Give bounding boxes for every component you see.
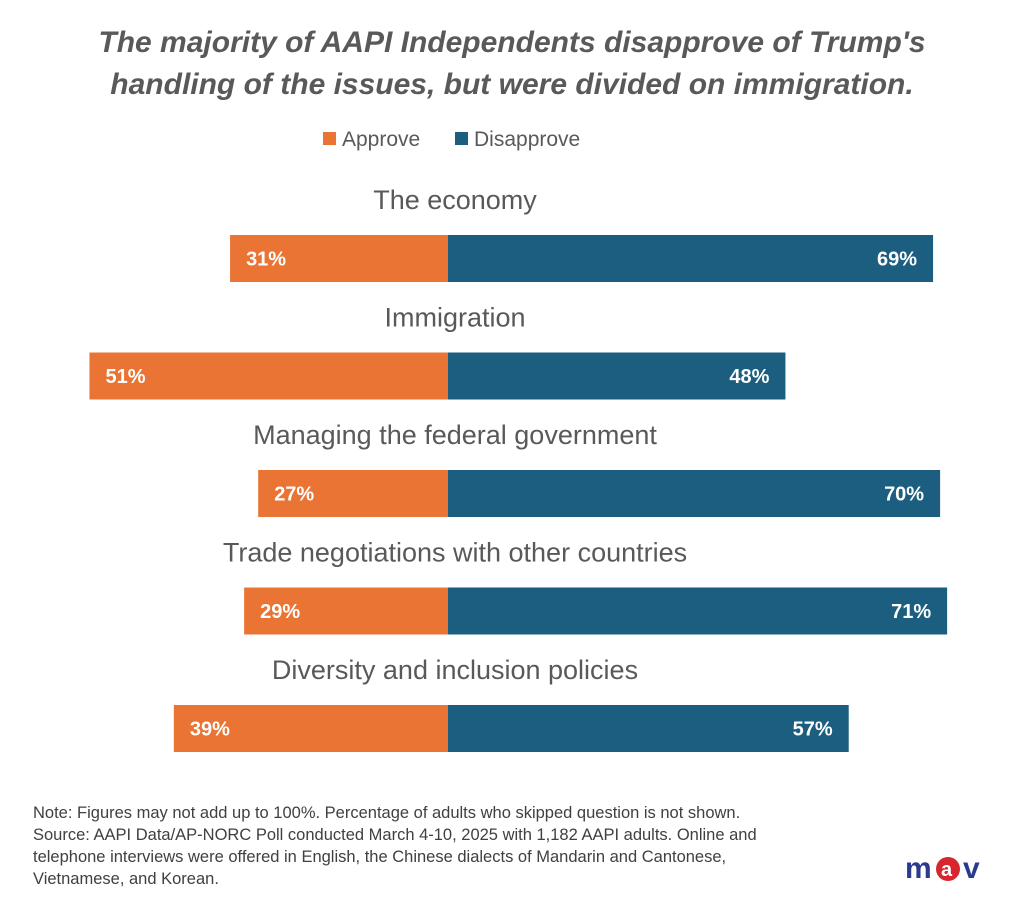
bar-approve-the-economy xyxy=(230,235,448,282)
svg-text:a: a xyxy=(941,859,953,881)
data-label-disapprove-managing-the-federal-government: 70% xyxy=(884,484,924,506)
category-label-trade-negotiations-with-other-countries: Trade negotiations with other countries xyxy=(223,538,687,568)
legend-label-disapprove: Disapprove xyxy=(474,128,581,151)
bar-approve-managing-the-federal-government xyxy=(258,470,448,517)
category-label-the-economy: The economy xyxy=(373,185,537,215)
data-label-approve-the-economy: 31% xyxy=(246,249,286,271)
diverging-bar-chart: The economy 31% 69% Immigration 51% 48% Managi… xyxy=(89,185,948,752)
footnote: Note: Figures may not add up to 100%. Pe… xyxy=(33,802,893,890)
data-label-disapprove-trade-negotiations-with-other-countries: 71% xyxy=(891,601,931,623)
chart-title-line-2: handling of the issues, but were divided… xyxy=(110,68,914,101)
category-label-immigration: Immigration xyxy=(384,303,525,333)
legend-swatch-disapprove xyxy=(455,131,468,145)
footnote-line-2: Source: AAPI Data/AP-NORC Poll conducted… xyxy=(33,826,757,844)
bar-disapprove-immigration xyxy=(448,352,786,400)
legend-label-approve: Approve xyxy=(342,128,421,151)
legend-item-disapprove: Disapprove xyxy=(455,127,580,153)
data-label-disapprove-the-economy: 69% xyxy=(877,249,917,271)
data-label-approve-trade-negotiations-with-other-countries: 29% xyxy=(260,601,300,623)
footnote-line-1: Note: Figures may not add up to 100%. Pe… xyxy=(33,804,741,822)
category-label-diversity-and-inclusion-policies: Diversity and inclusion policies xyxy=(272,655,638,685)
category-label-managing-the-federal-government: Managing the federal government xyxy=(253,420,657,450)
svg-text:v: v xyxy=(963,852,980,885)
bar-disapprove-the-economy xyxy=(448,235,934,282)
data-label-disapprove-diversity-and-inclusion-policies: 57% xyxy=(793,719,833,741)
chart-title-line-1: The majority of AAPI Independents disapp… xyxy=(98,26,926,59)
footnote-line-4: Vietnamese, and Korean. xyxy=(33,870,219,888)
bar-disapprove-trade-negotiations-with-other-countries xyxy=(448,587,948,635)
legend-swatch-approve xyxy=(323,131,336,145)
bar-approve-diversity-and-inclusion-policies xyxy=(173,705,448,752)
data-label-approve-managing-the-federal-government: 27% xyxy=(274,484,314,506)
legend-item-approve: Approve xyxy=(323,127,420,153)
bar-approve-immigration xyxy=(89,352,448,400)
legend: Approve Disapprove xyxy=(0,127,1024,153)
bar-approve-trade-negotiations-with-other-countries xyxy=(244,587,448,635)
footnote-line-3: telephone interviews were offered in Eng… xyxy=(33,848,727,866)
data-label-approve-diversity-and-inclusion-policies: 39% xyxy=(190,719,230,741)
bar-disapprove-diversity-and-inclusion-policies xyxy=(448,705,849,752)
bar-disapprove-managing-the-federal-government xyxy=(448,470,941,517)
chart-title: The majority of AAPI Independents disapp… xyxy=(0,22,1024,106)
data-label-disapprove-immigration: 48% xyxy=(729,366,769,388)
data-label-approve-immigration: 51% xyxy=(105,366,145,388)
svg-text:m: m xyxy=(905,852,932,885)
mav-logo: m a v xyxy=(905,852,980,885)
